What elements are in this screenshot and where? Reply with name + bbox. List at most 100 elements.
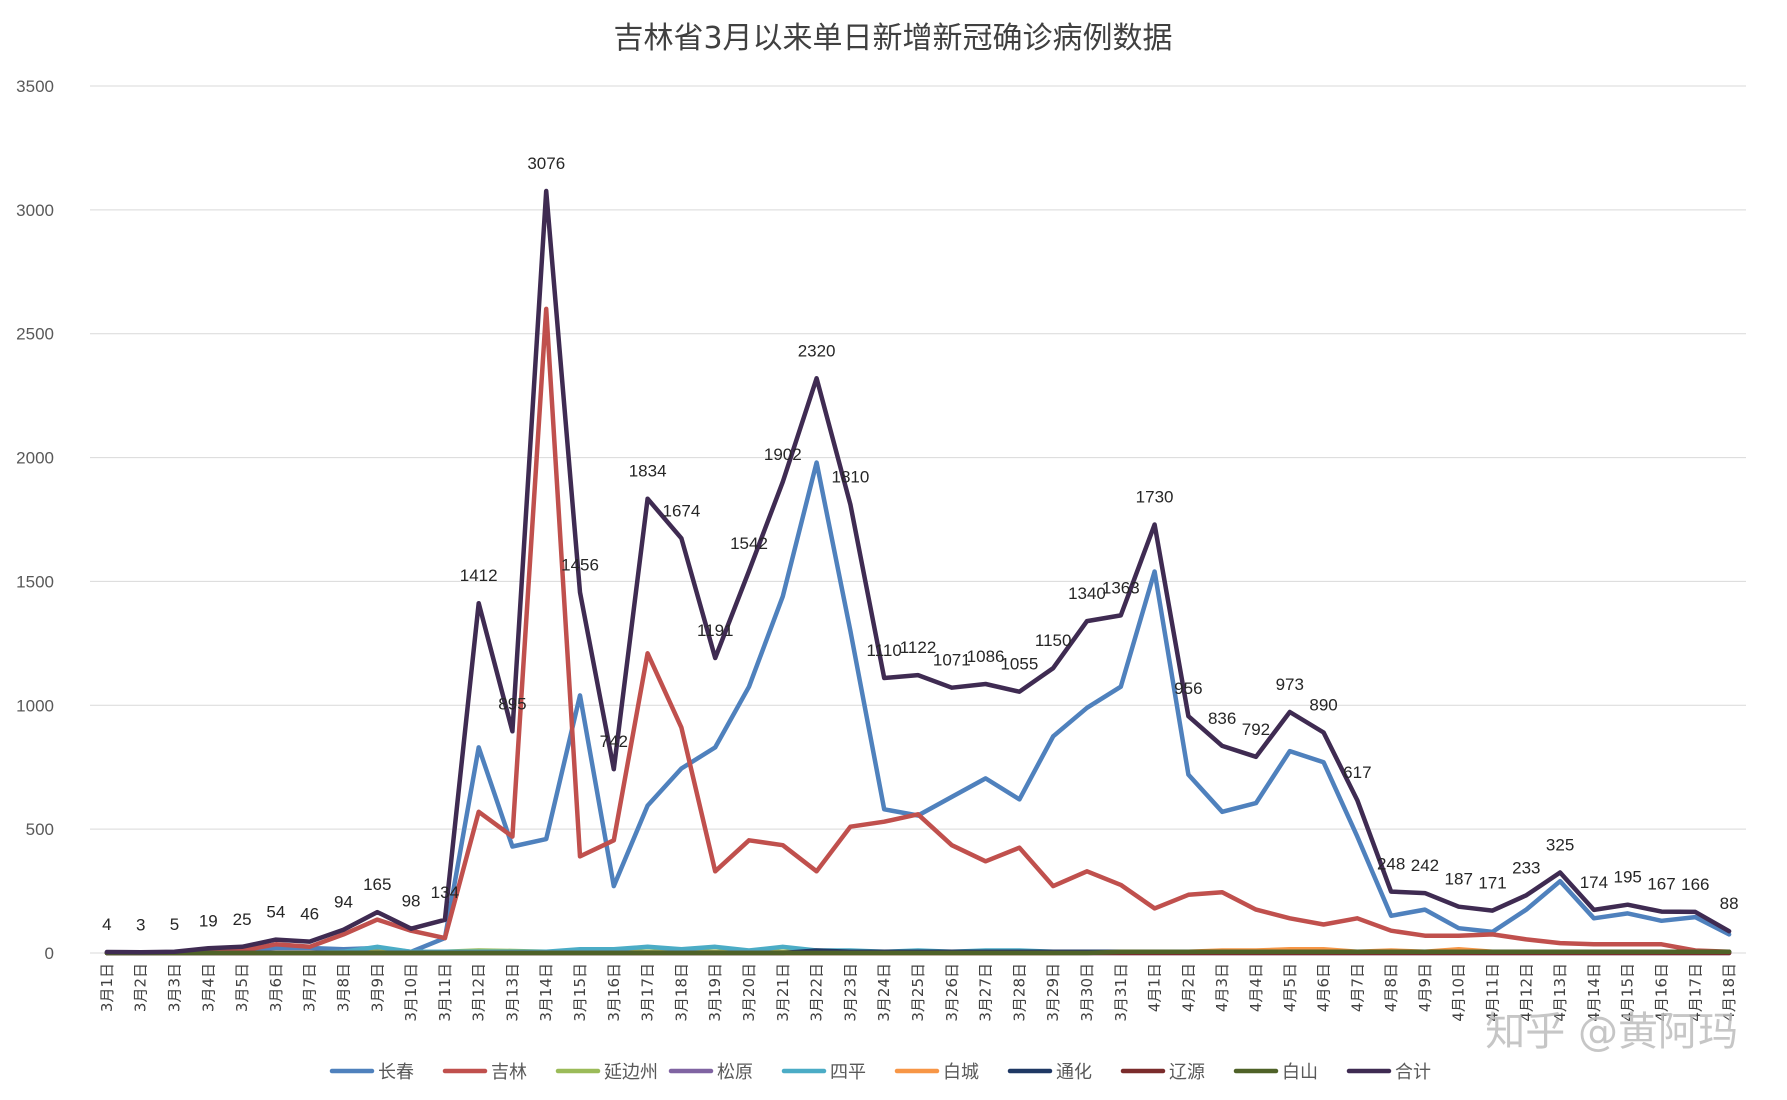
legend-label: 松原	[717, 1062, 753, 1083]
data-label: 134	[431, 883, 459, 902]
data-label: 895	[498, 694, 526, 713]
data-label: 174	[1580, 873, 1608, 892]
x-tick-label: 4月11日	[1484, 963, 1502, 1022]
x-tick-label: 4月6日	[1315, 963, 1333, 1012]
data-label: 1456	[561, 555, 599, 574]
x-tick-label: 3月11日	[436, 963, 454, 1022]
data-label: 1730	[1136, 487, 1174, 506]
x-tick-label: 3月13日	[503, 963, 521, 1022]
data-label: 1834	[629, 462, 667, 481]
x-tick-label: 3月29日	[1044, 963, 1062, 1022]
x-tick-label: 3月15日	[571, 963, 589, 1022]
series-line-1	[104, 306, 1732, 956]
data-label: 98	[402, 892, 421, 911]
y-tick-label: 3000	[16, 201, 54, 220]
watermark: 知乎 @黄阿玛	[1485, 1009, 1738, 1055]
x-tick-label: 4月18日	[1720, 963, 1738, 1022]
legend: 长春 吉林 延边州 松原 四平 白城 通化 辽源 白山 合计	[329, 1062, 1431, 1083]
x-tick-label: 4月16日	[1653, 963, 1671, 1022]
data-label: 2320	[798, 341, 836, 360]
x-tick-label: 3月12日	[470, 963, 488, 1022]
x-tick-label: 3月5日	[233, 963, 251, 1012]
data-label: 248	[1377, 855, 1405, 874]
data-label: 1191	[697, 621, 734, 640]
x-tick-label: 3月9日	[368, 963, 386, 1012]
data-labels: 4 3 5 19 25 54 46 94 165 98 134 1412 895 3076 1456 742 1…	[102, 154, 1738, 934]
legend-label: 白山	[1282, 1062, 1318, 1083]
x-tick-label: 3月23日	[841, 963, 859, 1022]
x-tick-label: 3月22日	[808, 963, 826, 1022]
legend-label: 长春	[378, 1062, 414, 1083]
x-tick-label: 3月8日	[334, 963, 352, 1012]
series-lines	[104, 188, 1732, 956]
data-label: 25	[233, 910, 252, 929]
data-label: 890	[1309, 696, 1337, 715]
data-label: 1810	[831, 468, 869, 487]
data-label: 836	[1208, 709, 1236, 728]
y-tick-label: 500	[26, 820, 54, 839]
x-tick-label: 4月1日	[1146, 963, 1164, 1012]
data-label: 166	[1681, 875, 1709, 894]
x-tick-label: 3月24日	[875, 963, 893, 1022]
x-tick-label: 3月17日	[639, 963, 657, 1022]
data-label: 3076	[527, 154, 565, 173]
x-tick-label: 3月3日	[165, 963, 183, 1012]
legend-label: 辽源	[1169, 1062, 1205, 1083]
x-tick-label: 4月4日	[1247, 963, 1265, 1012]
chart-title: 吉林省3月以来单日新增新冠确诊病例数据	[613, 21, 1172, 56]
data-label: 1055	[1000, 655, 1038, 674]
data-label: 187	[1445, 870, 1473, 889]
y-tick-label: 0	[45, 944, 54, 963]
x-tick-label: 3月31日	[1112, 963, 1130, 1022]
y-tick-label: 2500	[16, 325, 54, 344]
data-label: 54	[266, 903, 285, 922]
x-tick-label: 3月30日	[1078, 963, 1096, 1022]
x-tick-label: 4月8日	[1382, 963, 1400, 1012]
data-label: 195	[1614, 868, 1642, 887]
x-tick-label: 3月26日	[943, 963, 961, 1022]
y-tick-label: 1000	[16, 696, 54, 715]
x-tick-label: 3月20日	[740, 963, 758, 1022]
x-tick-label: 4月17日	[1686, 963, 1704, 1022]
data-label: 1071	[933, 651, 971, 670]
legend-label: 合计	[1395, 1062, 1431, 1083]
data-label: 1150	[1035, 631, 1072, 650]
x-tick-label: 3月27日	[977, 963, 995, 1022]
x-tick-label: 4月3日	[1213, 963, 1231, 1012]
x-tick-label: 3月1日	[98, 963, 116, 1012]
legend-label: 四平	[830, 1062, 866, 1083]
y-axis-ticks: 0 500 1000 1500 2000 2500 3000 3500	[16, 77, 54, 963]
series-line-9	[104, 188, 1732, 955]
x-tick-label: 3月19日	[706, 963, 724, 1022]
data-label: 233	[1512, 858, 1540, 877]
x-tick-label: 4月10日	[1450, 963, 1468, 1022]
data-label: 46	[300, 905, 319, 924]
x-tick-label: 3月21日	[774, 963, 792, 1022]
data-label: 1412	[460, 566, 498, 585]
data-label: 1542	[730, 534, 768, 553]
data-label: 5	[170, 915, 179, 934]
x-tick-label: 3月25日	[909, 963, 927, 1022]
data-label: 1902	[764, 445, 802, 464]
x-tick-label: 4月5日	[1281, 963, 1299, 1012]
x-tick-label: 4月12日	[1517, 963, 1535, 1022]
y-tick-label: 1500	[16, 572, 54, 591]
x-tick-label: 3月2日	[132, 963, 150, 1012]
y-tick-label: 2000	[16, 449, 54, 468]
x-tick-label: 3月28日	[1010, 963, 1028, 1022]
data-label: 792	[1242, 720, 1270, 739]
x-tick-label: 3月10日	[402, 963, 420, 1022]
y-tick-label: 3500	[16, 77, 54, 96]
legend-label: 通化	[1056, 1062, 1092, 1083]
x-tick-label: 4月2日	[1179, 963, 1197, 1012]
x-tick-label: 3月18日	[672, 963, 690, 1022]
x-tick-label: 3月16日	[605, 963, 623, 1022]
data-label: 617	[1343, 763, 1371, 782]
legend-label: 吉林	[491, 1062, 527, 1083]
x-tick-label: 3月14日	[537, 963, 555, 1022]
x-tick-label: 4月15日	[1619, 963, 1637, 1022]
x-tick-label: 3月7日	[301, 963, 319, 1012]
data-label: 1363	[1102, 578, 1140, 597]
